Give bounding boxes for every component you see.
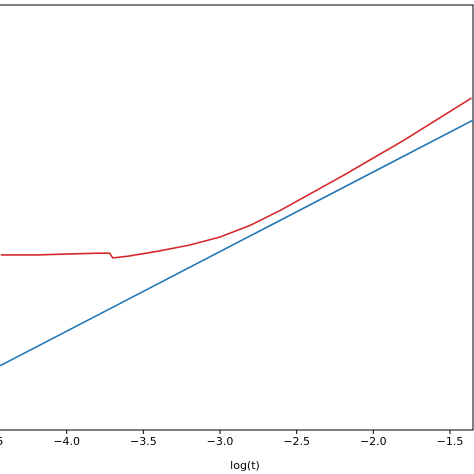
x-tick-label: −2.0 — [360, 435, 387, 448]
x-axis-label: log(t) — [230, 459, 260, 472]
line-series — [0, 97, 472, 259]
plot-frame — [0, 4, 474, 431]
x-tick-label: −3.0 — [207, 435, 234, 448]
x-tick-label: −4.5 — [0, 435, 3, 448]
x-tick-label: −4.0 — [53, 435, 80, 448]
x-tick-label: −3.5 — [130, 435, 157, 448]
x-tick-label: −1.5 — [437, 435, 464, 448]
line-series — [0, 119, 474, 367]
x-tick-label: −2.5 — [283, 435, 310, 448]
